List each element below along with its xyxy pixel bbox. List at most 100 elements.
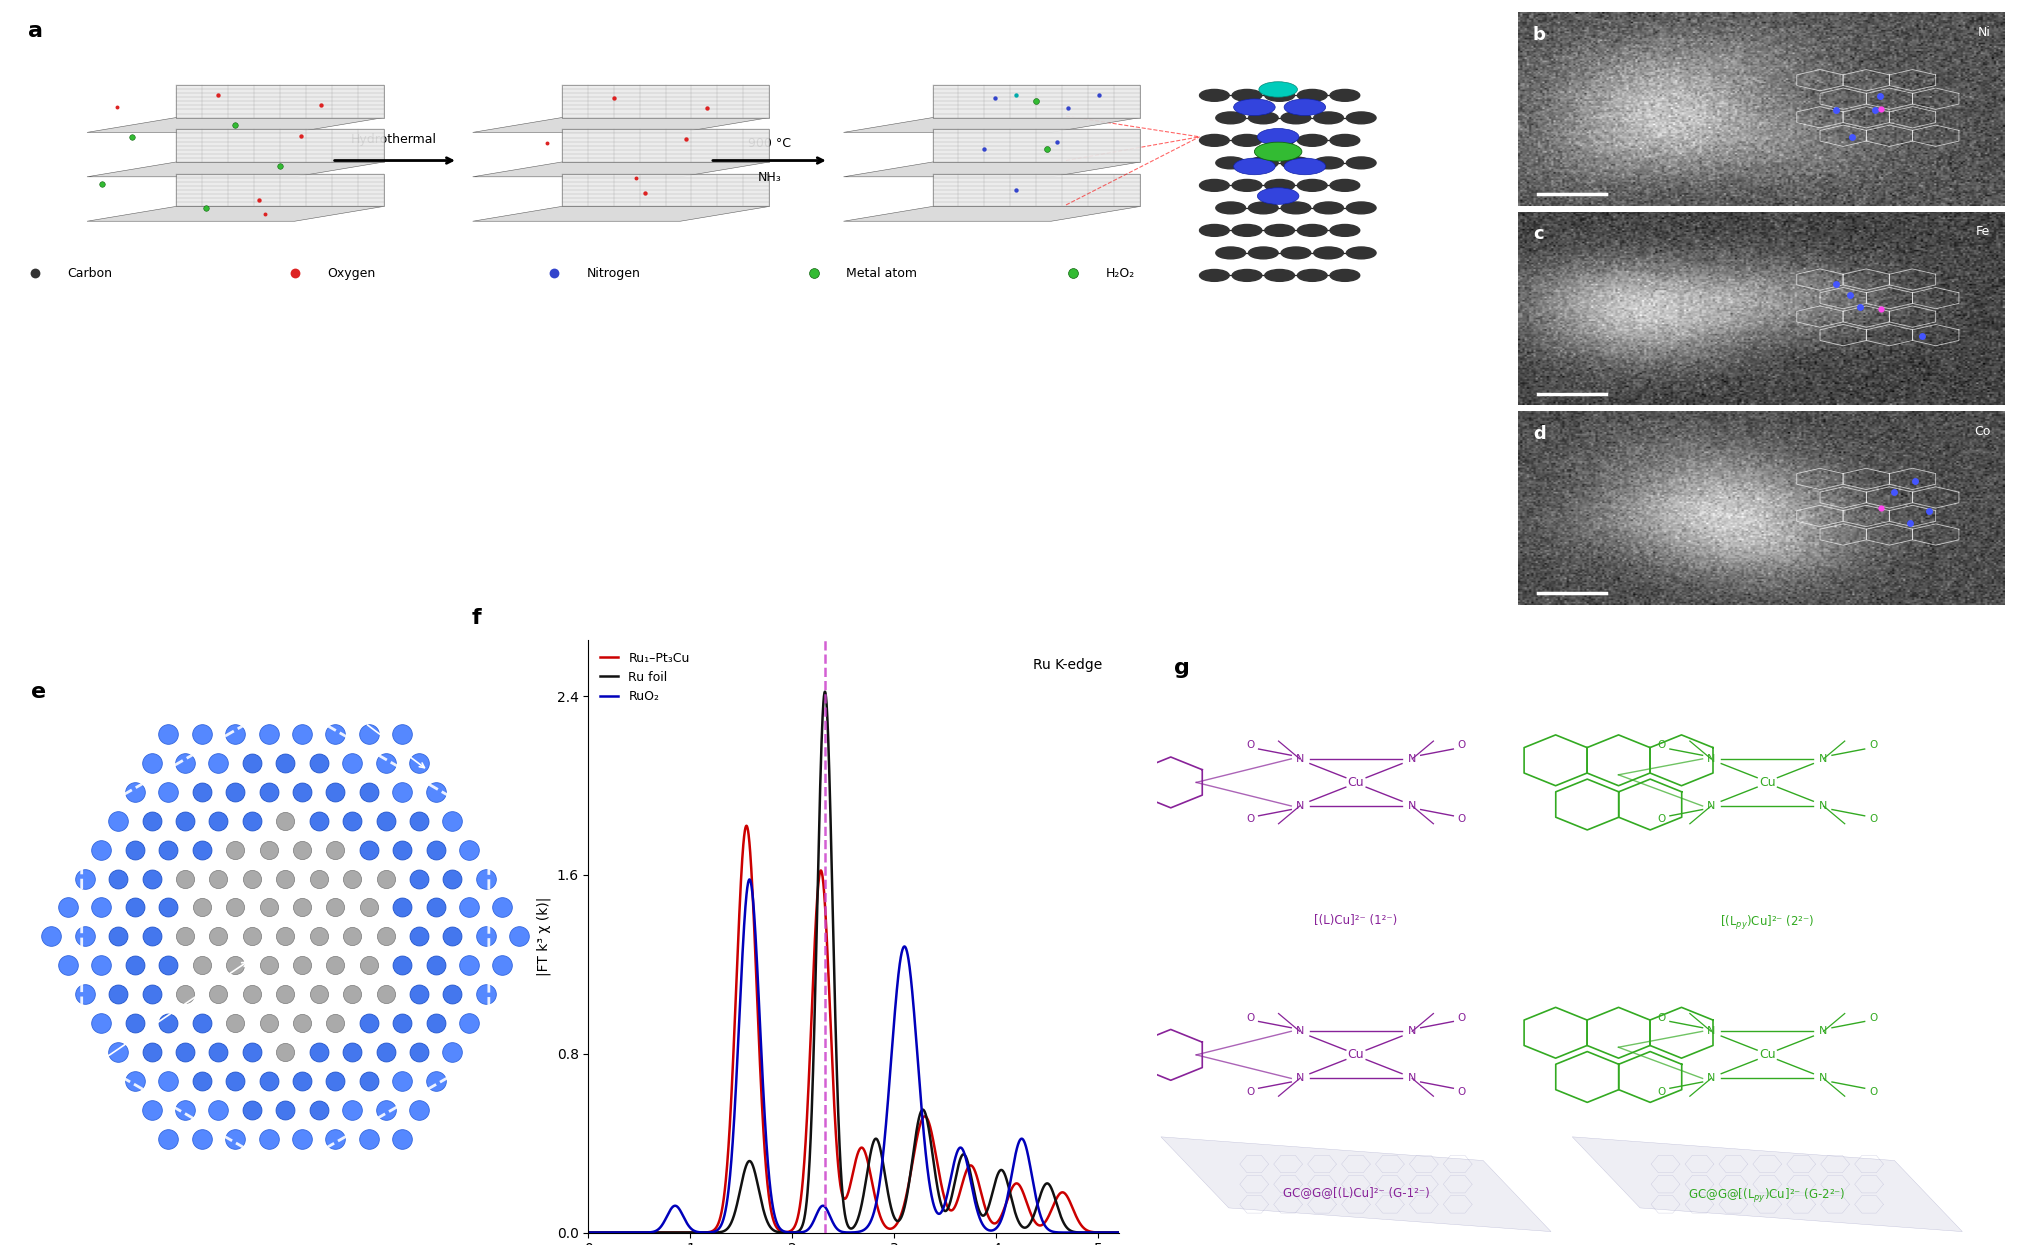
Circle shape — [1330, 269, 1359, 281]
Text: [(L$_{py}$)Cu]²⁻ (2²⁻): [(L$_{py}$)Cu]²⁻ (2²⁻) — [1719, 914, 1814, 933]
Text: Cu: Cu — [1760, 1048, 1776, 1062]
Text: O: O — [1869, 814, 1877, 824]
Circle shape — [1330, 224, 1359, 237]
Point — [628, 183, 660, 203]
Point — [454, 898, 486, 918]
Ru foil — [994, 1170, 1019, 1185]
Point — [403, 810, 435, 830]
Text: Ru K-edge: Ru K-edge — [1033, 659, 1102, 672]
Point — [136, 753, 168, 773]
Polygon shape — [1571, 1137, 1962, 1231]
Point — [235, 1101, 267, 1120]
Text: Metal atom: Metal atom — [846, 266, 917, 280]
Circle shape — [1314, 112, 1343, 123]
Point — [219, 1129, 251, 1149]
Point — [369, 985, 401, 1005]
Point — [269, 1042, 302, 1062]
Point — [101, 985, 134, 1005]
Point — [202, 869, 235, 889]
Point — [286, 1013, 318, 1033]
Point — [403, 1042, 435, 1062]
Point — [302, 926, 334, 946]
Circle shape — [1231, 224, 1262, 237]
Point — [597, 88, 630, 108]
Point — [136, 869, 168, 889]
Point — [279, 263, 312, 283]
Text: O: O — [1458, 741, 1466, 751]
Circle shape — [1215, 202, 1245, 214]
Polygon shape — [472, 117, 770, 132]
Circle shape — [1231, 134, 1262, 147]
Point — [454, 955, 486, 975]
Point — [85, 955, 117, 975]
Point — [1865, 299, 1897, 319]
Point — [286, 898, 318, 918]
Point — [320, 723, 352, 743]
Point — [219, 723, 251, 743]
Point — [387, 1071, 419, 1091]
Circle shape — [1284, 98, 1326, 116]
Point — [202, 753, 235, 773]
Polygon shape — [472, 162, 770, 177]
Point — [168, 869, 200, 889]
Text: O: O — [1458, 814, 1466, 824]
Point — [152, 839, 184, 859]
Point — [119, 1071, 152, 1091]
Point — [152, 898, 184, 918]
Point — [352, 898, 385, 918]
Point — [253, 898, 286, 918]
Point — [387, 955, 419, 975]
Text: N: N — [1818, 801, 1829, 810]
Point — [1845, 296, 1877, 316]
Point — [235, 810, 267, 830]
Text: O: O — [1245, 1087, 1253, 1097]
Point — [306, 95, 338, 115]
Point — [387, 1129, 419, 1149]
Text: a: a — [28, 21, 43, 41]
Point — [202, 926, 235, 946]
Point — [269, 926, 302, 946]
Point — [202, 1042, 235, 1062]
Point — [263, 157, 296, 177]
RuO₂ — [603, 1225, 628, 1240]
Point — [286, 839, 318, 859]
Point — [243, 190, 275, 210]
Point — [1041, 132, 1073, 152]
Circle shape — [1298, 224, 1326, 237]
Point — [798, 263, 830, 283]
Ru foil — [820, 889, 844, 904]
Ru₁–Pt₃Cu — [577, 1225, 601, 1240]
Circle shape — [1249, 202, 1278, 214]
Point — [968, 139, 1000, 159]
Circle shape — [1249, 112, 1278, 123]
Text: Fe: Fe — [1976, 225, 1991, 238]
Circle shape — [1298, 90, 1326, 101]
Point — [119, 1013, 152, 1033]
RuO₂ — [1106, 1225, 1130, 1240]
Circle shape — [1199, 224, 1229, 237]
Text: Hydrothermal: Hydrothermal — [350, 133, 437, 146]
Ru₁–Pt₃Cu — [1091, 1225, 1116, 1240]
Point — [119, 955, 152, 975]
Polygon shape — [561, 174, 770, 207]
Point — [18, 263, 51, 283]
Circle shape — [1258, 128, 1298, 146]
Point — [152, 955, 184, 975]
Point — [101, 1042, 134, 1062]
RuO₂ — [834, 1225, 859, 1240]
Circle shape — [1249, 247, 1278, 259]
Point — [286, 1071, 318, 1091]
Text: Oxygen: Oxygen — [328, 266, 375, 280]
Text: NH₃: NH₃ — [757, 171, 782, 184]
Point — [1057, 263, 1089, 283]
Text: Ni: Ni — [1976, 26, 1991, 39]
Point — [403, 926, 435, 946]
Point — [978, 88, 1010, 108]
Circle shape — [1266, 134, 1294, 147]
Text: O: O — [1869, 1013, 1877, 1023]
Point — [403, 753, 435, 773]
Circle shape — [1253, 142, 1302, 161]
Circle shape — [1282, 112, 1310, 123]
Line: Ru foil: Ru foil — [589, 692, 1118, 1233]
Point — [369, 869, 401, 889]
